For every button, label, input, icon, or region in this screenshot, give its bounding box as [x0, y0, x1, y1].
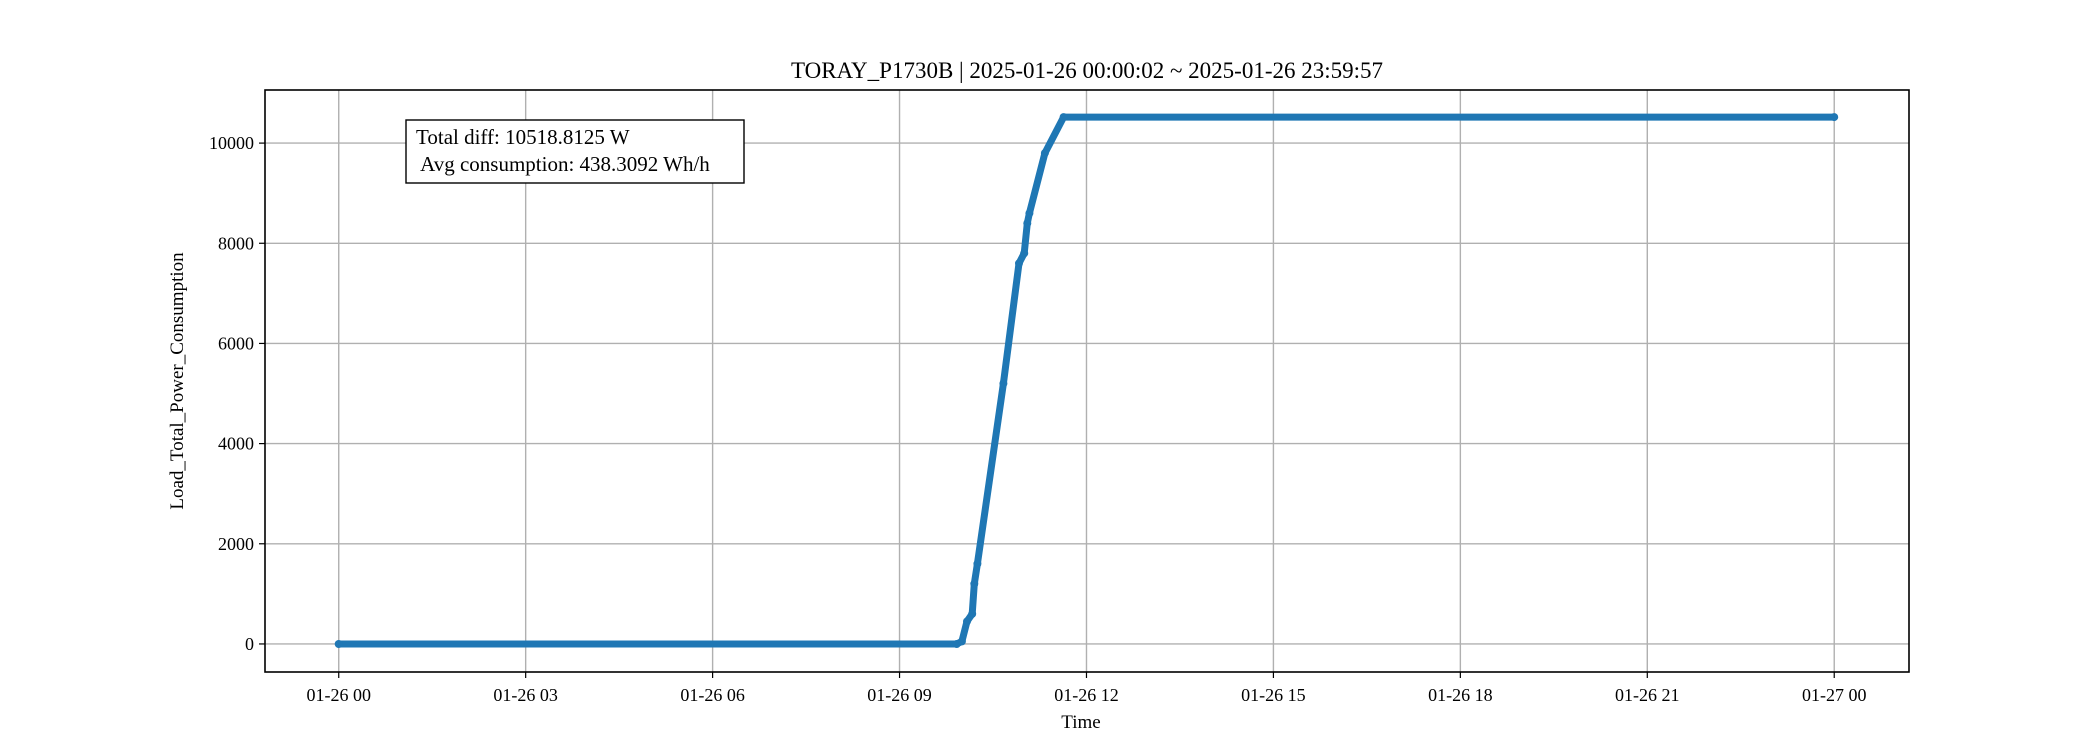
- annotation-avg-consumption: Avg consumption: 438.3092 Wh/h: [416, 152, 710, 176]
- data-point: [334, 640, 343, 648]
- annotation-total-diff: Total diff: 10518.8125 W: [416, 125, 630, 149]
- x-tick-label: 01-26 15: [1241, 685, 1306, 705]
- data-point: [1023, 219, 1032, 228]
- y-tick-label: 8000: [218, 233, 254, 253]
- data-point: [1040, 149, 1049, 158]
- annotation-frame: [405, 119, 745, 184]
- x-tick-label: 01-26 03: [493, 685, 558, 705]
- data-point: [963, 617, 971, 626]
- chart-title: TORAY_P1730B | 2025-01-26 00:00:02 ~ 202…: [791, 58, 1383, 83]
- y-tick-label: 4000: [218, 434, 254, 454]
- x-tick-label: 01-26 12: [1054, 685, 1119, 705]
- stats-annotation-box: Total diff: 10518.8125 W Avg consumption…: [405, 119, 745, 184]
- data-point: [970, 579, 979, 588]
- data-point: [957, 637, 966, 646]
- data-point: [999, 379, 1008, 388]
- x-tick-label: 01-26 06: [680, 685, 745, 705]
- data-point: [1830, 113, 1839, 122]
- data-point: [1059, 113, 1068, 122]
- axis-ticks: 01-26 00 01-26 03 01-26 06 01-26 09 01-26 12…: [209, 133, 1866, 705]
- y-tick-label: 2000: [218, 534, 254, 554]
- data-point: [968, 609, 977, 618]
- x-tick-label: 01-27 00: [1802, 685, 1867, 705]
- data-point: [1020, 249, 1029, 258]
- data-point: [973, 559, 982, 568]
- x-tick-label: 01-26 21: [1615, 685, 1680, 705]
- x-tick-label: 01-26 00: [306, 685, 371, 705]
- y-axis-label: Load_Total_Power_Consumption: [167, 252, 188, 510]
- grid-lines: [265, 90, 1909, 672]
- y-tick-label: 0: [245, 634, 254, 654]
- data-point: [1015, 259, 1023, 268]
- x-tick-label: 01-26 18: [1428, 685, 1493, 705]
- x-tick-label: 01-26 09: [867, 685, 932, 705]
- x-axis-label: Time: [1061, 712, 1100, 733]
- y-tick-label: 6000: [218, 333, 254, 353]
- data-points: [334, 113, 1839, 648]
- y-tick-label: 10000: [209, 133, 254, 153]
- data-point: [1025, 209, 1034, 218]
